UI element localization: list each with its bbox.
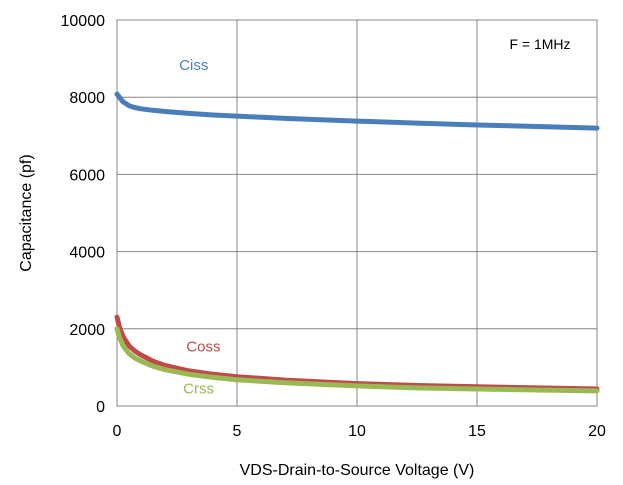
y-tick-label: 10000 bbox=[61, 13, 106, 30]
grid-lines bbox=[117, 20, 597, 406]
series-label-crss: Crss bbox=[183, 380, 214, 397]
series-label-ciss: Ciss bbox=[179, 57, 208, 74]
y-axis-title: Capacitance (pf) bbox=[18, 154, 35, 271]
y-tick-label: 0 bbox=[96, 399, 105, 416]
series-labels: Ciss Coss Crss bbox=[179, 57, 220, 397]
y-tick-label: 4000 bbox=[69, 245, 105, 262]
x-tick-label: 10 bbox=[348, 423, 366, 440]
y-tick-label: 2000 bbox=[69, 322, 105, 339]
series-line-ciss bbox=[114, 91, 600, 131]
series-lines bbox=[114, 91, 600, 394]
x-tick-label: 5 bbox=[233, 423, 242, 440]
frequency-annotation: F = 1MHz bbox=[509, 36, 570, 52]
tick-labels: 0 5 10 15 20 0 2000 4000 6000 8000 10000 bbox=[61, 13, 607, 440]
annotation-box bbox=[488, 28, 586, 60]
x-tick-label: 15 bbox=[468, 423, 486, 440]
y-tick-label: 6000 bbox=[69, 167, 105, 184]
x-axis-title: VDS-Drain-to-Source Voltage (V) bbox=[240, 462, 475, 479]
y-tick-label: 8000 bbox=[69, 90, 105, 107]
series-label-coss: Coss bbox=[186, 339, 220, 356]
x-tick-label: 20 bbox=[588, 423, 606, 440]
series-line-crss bbox=[114, 326, 600, 394]
x-tick-label: 0 bbox=[113, 423, 122, 440]
